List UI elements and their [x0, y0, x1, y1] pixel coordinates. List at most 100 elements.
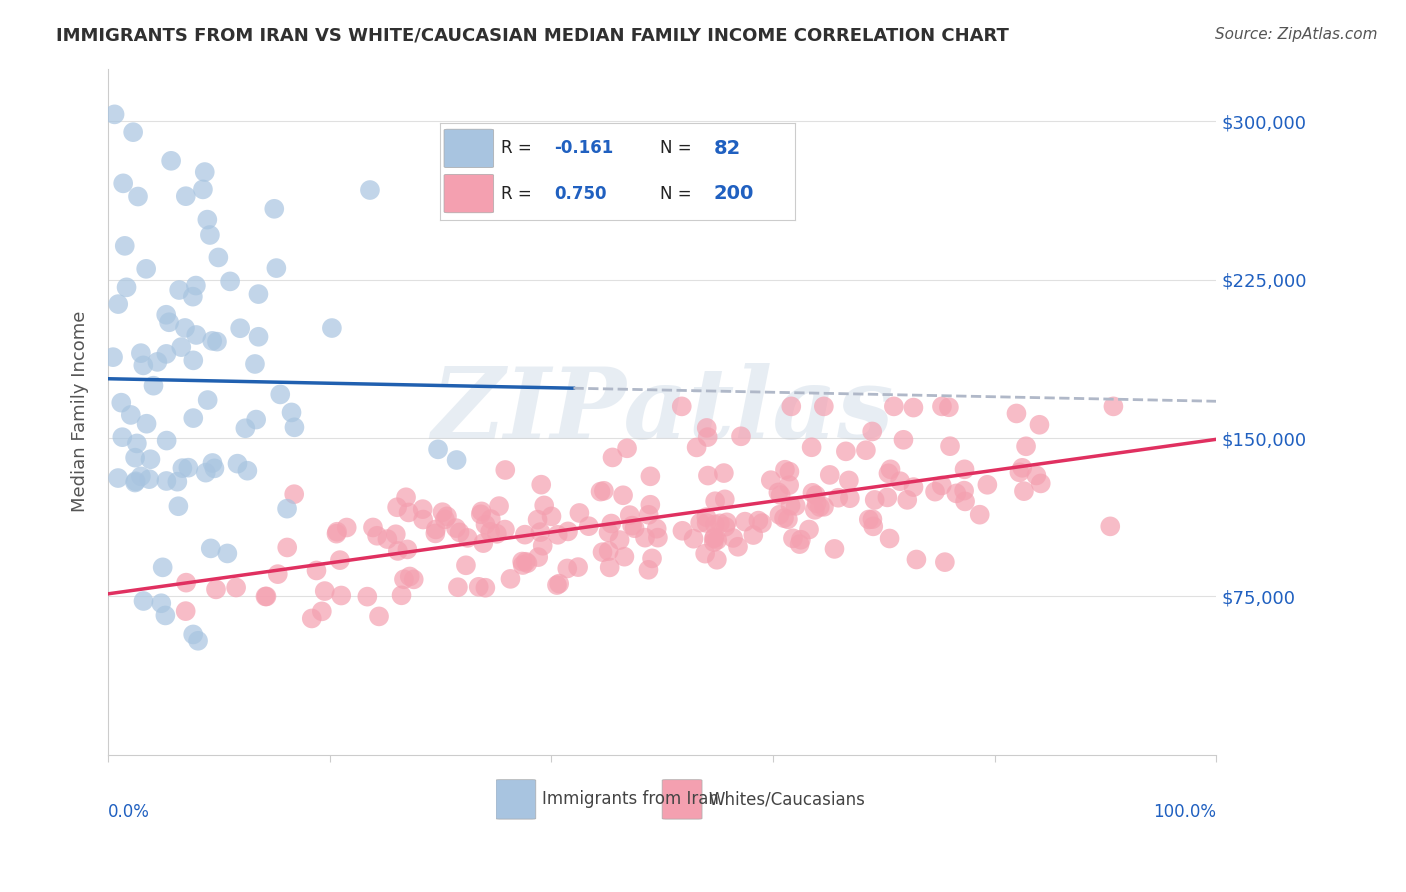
Whites/Caucasians [706, 553, 728, 567]
Immigrants from Iran [187, 633, 209, 648]
Whites/Caucasians [526, 513, 548, 527]
Whites/Caucasians [485, 526, 508, 541]
Whites/Caucasians [759, 473, 782, 487]
Whites/Caucasians [855, 443, 877, 458]
Whites/Caucasians [578, 519, 600, 533]
Whites/Caucasians [1029, 476, 1052, 491]
Whites/Caucasians [640, 498, 662, 512]
Whites/Caucasians [356, 590, 378, 604]
Immigrants from Iran [107, 471, 129, 485]
Whites/Caucasians [599, 560, 621, 574]
Whites/Caucasians [314, 584, 336, 599]
Immigrants from Iran [174, 189, 197, 203]
Whites/Caucasians [778, 478, 800, 492]
Whites/Caucasians [533, 499, 555, 513]
Whites/Caucasians [889, 474, 911, 488]
Text: 100.0%: 100.0% [1153, 803, 1216, 821]
Immigrants from Iran [184, 278, 207, 293]
Whites/Caucasians [432, 505, 454, 519]
Immigrants from Iran [263, 202, 285, 216]
Whites/Caucasians [593, 483, 616, 498]
Immigrants from Iran [111, 430, 134, 444]
Whites/Caucasians [425, 526, 447, 541]
Immigrants from Iran [427, 442, 450, 457]
Whites/Caucasians [391, 588, 413, 602]
Whites/Caucasians [326, 524, 349, 539]
Whites/Caucasians [471, 504, 494, 518]
Whites/Caucasians [479, 524, 502, 539]
Whites/Caucasians [813, 400, 835, 414]
Whites/Caucasians [387, 544, 409, 558]
Whites/Caucasians [835, 444, 858, 458]
Whites/Caucasians [395, 490, 418, 504]
Immigrants from Iran [155, 474, 177, 488]
Immigrants from Iran [181, 627, 204, 641]
Immigrants from Iran [129, 469, 152, 483]
Whites/Caucasians [806, 496, 828, 510]
Whites/Caucasians [1011, 460, 1033, 475]
Immigrants from Iran [124, 450, 146, 465]
Whites/Caucasians [953, 462, 976, 476]
Whites/Caucasians [824, 541, 846, 556]
Whites/Caucasians [877, 467, 900, 481]
Whites/Caucasians [863, 492, 886, 507]
Immigrants from Iran [152, 560, 174, 574]
Whites/Caucasians [703, 532, 725, 546]
Immigrants from Iran [217, 546, 239, 560]
Whites/Caucasians [671, 400, 693, 414]
Whites/Caucasians [494, 523, 516, 537]
Whites/Caucasians [600, 516, 623, 531]
Whites/Caucasians [516, 556, 538, 570]
Immigrants from Iran [181, 290, 204, 304]
Whites/Caucasians [621, 518, 644, 533]
Whites/Caucasians [609, 533, 631, 547]
Whites/Caucasians [860, 425, 883, 439]
Whites/Caucasians [368, 609, 391, 624]
Whites/Caucasians [697, 468, 720, 483]
Whites/Caucasians [703, 531, 725, 545]
Whites/Caucasians [730, 429, 752, 443]
Whites/Caucasians [174, 575, 197, 590]
Whites/Caucasians [721, 531, 744, 545]
Whites/Caucasians [392, 572, 415, 586]
Whites/Caucasians [716, 516, 738, 530]
Whites/Caucasians [804, 488, 827, 502]
Whites/Caucasians [598, 525, 620, 540]
Whites/Caucasians [789, 537, 811, 551]
Whites/Caucasians [568, 506, 591, 520]
Whites/Caucasians [474, 581, 496, 595]
Whites/Caucasians [879, 532, 901, 546]
Whites/Caucasians [682, 532, 704, 546]
Immigrants from Iran [245, 412, 267, 426]
Immigrants from Iran [205, 334, 228, 349]
Whites/Caucasians [953, 494, 976, 508]
Immigrants from Iran [104, 107, 127, 121]
Whites/Caucasians [893, 433, 915, 447]
Whites/Caucasians [470, 507, 492, 521]
Whites/Caucasians [637, 563, 659, 577]
Immigrants from Iran [150, 596, 173, 610]
Y-axis label: Median Family Income: Median Family Income [72, 311, 89, 512]
Text: IMMIGRANTS FROM IRAN VS WHITE/CAUCASIAN MEDIAN FAMILY INCOME CORRELATION CHART: IMMIGRANTS FROM IRAN VS WHITE/CAUCASIAN … [56, 27, 1010, 45]
Whites/Caucasians [398, 505, 420, 519]
Immigrants from Iran [132, 594, 155, 608]
Whites/Caucasians [785, 499, 807, 513]
Whites/Caucasians [398, 569, 420, 583]
Whites/Caucasians [876, 491, 898, 505]
Whites/Caucasians [969, 508, 991, 522]
Immigrants from Iran [191, 182, 214, 196]
Whites/Caucasians [557, 524, 579, 539]
Immigrants from Iran [125, 436, 148, 450]
Whites/Caucasians [592, 545, 614, 559]
Immigrants from Iran [236, 464, 259, 478]
Whites/Caucasians [1008, 465, 1031, 479]
Whites/Caucasians [1025, 468, 1047, 483]
Text: 0.0%: 0.0% [108, 803, 150, 821]
Whites/Caucasians [619, 508, 641, 522]
Whites/Caucasians [768, 485, 790, 500]
Whites/Caucasians [447, 580, 470, 594]
Whites/Caucasians [645, 522, 668, 536]
Whites/Caucasians [713, 466, 735, 480]
Immigrants from Iran [200, 541, 222, 556]
Whites/Caucasians [555, 561, 578, 575]
